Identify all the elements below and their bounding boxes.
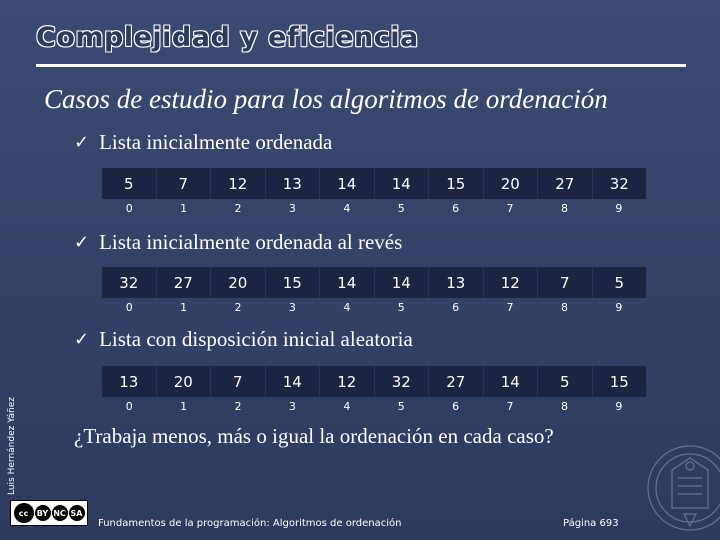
index-row: 0 1 2 3 4 5 6 7 8 9 — [102, 400, 646, 413]
array-cell: 27 — [429, 366, 484, 397]
array-cell: 14 — [320, 267, 375, 298]
array-cell: 14 — [375, 168, 429, 199]
page-number: Página 693 — [563, 518, 619, 529]
array-cell: 15 — [609, 372, 629, 391]
sa-icon: SA — [68, 505, 85, 521]
array-cell: 20 — [484, 168, 538, 199]
case-label: Lista con disposición inicial aleatoria — [99, 327, 413, 351]
check-icon: ✓ — [74, 132, 90, 153]
index-label: 0 — [125, 400, 133, 413]
check-icon: ✓ — [74, 232, 90, 253]
case-bullet: ✓ Lista con disposición inicial aleatori… — [74, 327, 413, 352]
case-label: Lista inicialmente ordenada al revés — [99, 230, 403, 254]
array-cell: 5 — [538, 366, 593, 397]
array-cell: 7 — [538, 267, 593, 298]
array-cell: 20 — [211, 267, 266, 298]
array-cell: 20 — [157, 366, 211, 397]
title-divider — [36, 64, 686, 67]
case-label: Lista inicialmente ordenada — [99, 130, 333, 154]
index-label: 3 — [288, 202, 296, 215]
array-cell: 7 — [211, 366, 266, 397]
check-icon: ✓ — [74, 329, 90, 350]
index-label: 9 — [615, 400, 623, 413]
index-label: 2 — [234, 202, 242, 215]
footer-course-title: Fundamentos de la programación: Algoritm… — [98, 518, 402, 529]
array-cell: 12 — [211, 168, 266, 199]
index-row: 0 1 2 3 4 5 6 7 8 9 — [102, 202, 646, 215]
index-label: 8 — [560, 202, 568, 215]
array-cell: 14 — [266, 366, 320, 397]
index-label: 8 — [560, 301, 568, 314]
index-label: 8 — [560, 400, 568, 413]
array-cell: 32 — [102, 267, 157, 298]
index-label: 2 — [234, 400, 242, 413]
cc-icon: cc — [13, 503, 34, 523]
index-label: 6 — [452, 202, 460, 215]
index-label: 0 — [125, 301, 133, 314]
index-label: 4 — [343, 202, 351, 215]
case-bullet: ✓ Lista inicialmente ordenada — [74, 130, 332, 155]
slide-subtitle: Casos de estudio para los algoritmos de … — [44, 84, 608, 114]
question-text: ¿Trabaja menos, más o igual la ordenació… — [74, 424, 554, 448]
index-label: 5 — [397, 301, 405, 314]
array-cell: 14 — [320, 168, 375, 199]
array-cell: 15 — [429, 168, 484, 199]
array-cell: 13 — [102, 366, 157, 397]
array-cell: 27 — [538, 168, 593, 199]
index-label: 7 — [506, 202, 514, 215]
index-label: 9 — [615, 301, 623, 314]
index-label: 1 — [180, 400, 188, 413]
case-bullet: ✓ Lista inicialmente ordenada al revés — [74, 230, 402, 255]
array-cell: 12 — [320, 366, 375, 397]
index-label: 1 — [180, 301, 188, 314]
array-cell: 27 — [157, 267, 211, 298]
index-row: 0 1 2 3 4 5 6 7 8 9 — [102, 301, 646, 314]
array-cell: 5 — [102, 168, 157, 199]
array-cell: 12 — [484, 267, 538, 298]
index-label: 6 — [452, 400, 460, 413]
index-label: 9 — [615, 202, 623, 215]
index-label: 3 — [288, 301, 296, 314]
index-label: 3 — [288, 400, 296, 413]
array-cells: 13 20 7 14 12 32 27 14 5 15 — [102, 366, 646, 397]
creative-commons-icon[interactable]: cc BY NC SA — [10, 500, 88, 526]
index-label: 0 — [125, 202, 133, 215]
index-label: 7 — [506, 400, 514, 413]
university-seal-icon — [647, 445, 720, 531]
array-cells: 32 27 20 15 14 14 13 12 7 5 — [102, 267, 646, 298]
index-label: 4 — [343, 301, 351, 314]
index-label: 1 — [180, 202, 188, 215]
array-cell: 32 — [609, 174, 629, 193]
side-author-label: Luis Hernández Yáñez — [7, 397, 17, 495]
array-cell: 15 — [266, 267, 320, 298]
index-label: 5 — [397, 202, 405, 215]
array-cell: 13 — [429, 267, 484, 298]
array-cell: 14 — [484, 366, 538, 397]
by-icon: BY — [34, 505, 51, 521]
array-cell: 13 — [266, 168, 320, 199]
array-cell: 32 — [375, 366, 429, 397]
array-cell: 5 — [614, 273, 625, 292]
array-cell: 7 — [157, 168, 211, 199]
index-label: 6 — [452, 301, 460, 314]
slide-title: Complejidad y eficiencia — [36, 22, 419, 53]
nc-icon: NC — [51, 505, 68, 521]
index-label: 4 — [343, 400, 351, 413]
index-label: 7 — [506, 301, 514, 314]
array-cells: 5 7 12 13 14 14 15 20 27 32 — [102, 168, 646, 199]
index-label: 5 — [397, 400, 405, 413]
array-cell: 14 — [375, 267, 429, 298]
index-label: 2 — [234, 301, 242, 314]
